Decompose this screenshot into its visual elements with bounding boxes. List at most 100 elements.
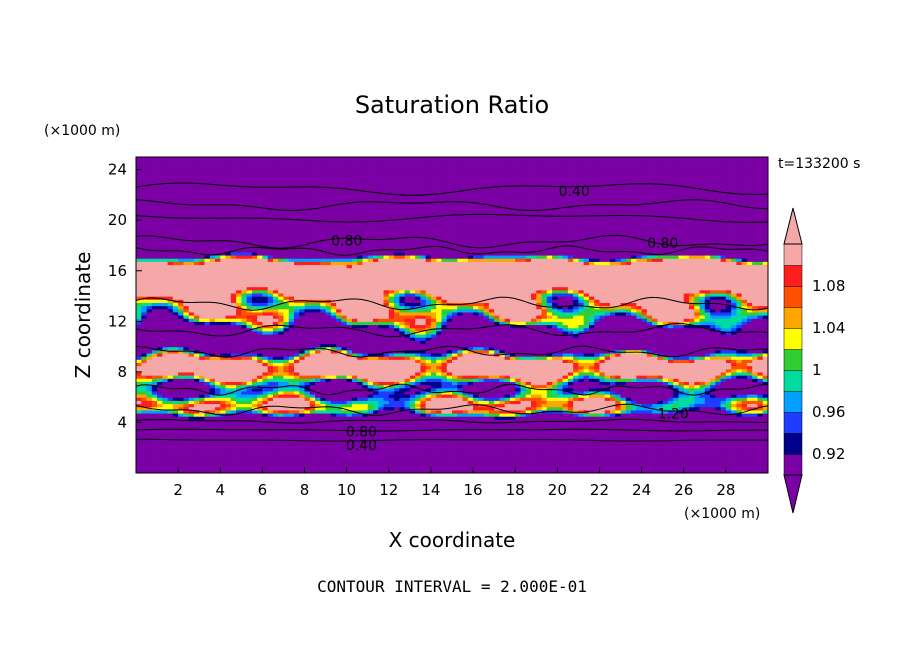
field-cell	[383, 435, 390, 439]
field-cell	[515, 343, 522, 348]
field-cell	[588, 457, 595, 461]
field-cell	[362, 397, 369, 401]
field-cell	[552, 425, 558, 430]
field-cell	[699, 457, 706, 461]
field-cell	[399, 466, 406, 471]
field-cell	[157, 447, 163, 452]
field-cell	[588, 381, 595, 386]
field-cell	[383, 422, 390, 427]
field-cell	[220, 356, 227, 360]
field-cell	[446, 409, 453, 414]
field-cell	[731, 362, 737, 367]
field-cell	[525, 447, 532, 452]
field-cell	[272, 362, 279, 367]
field-cell	[425, 460, 432, 465]
field-cell	[436, 381, 443, 386]
field-cell	[162, 416, 169, 420]
field-cell	[430, 457, 437, 461]
field-cell	[404, 409, 411, 414]
field-cell	[320, 381, 327, 386]
field-cell	[483, 457, 490, 461]
field-cell	[178, 346, 184, 351]
field-cell	[394, 390, 400, 395]
field-cell	[299, 387, 306, 392]
field-cell	[725, 431, 732, 436]
field-cell	[578, 400, 585, 405]
field-cell	[357, 416, 364, 420]
field-cell	[220, 371, 227, 376]
field-cell	[199, 400, 206, 405]
field-cell	[415, 343, 421, 348]
field-cell	[667, 359, 674, 363]
field-cell	[710, 457, 716, 461]
field-cell	[420, 403, 427, 408]
field-cell	[167, 340, 174, 345]
field-cell	[483, 469, 490, 473]
field-cell	[399, 365, 406, 370]
field-cell	[336, 356, 342, 360]
field-cell	[483, 406, 490, 411]
field-cell	[246, 444, 253, 449]
field-cell	[404, 463, 411, 468]
field-cell	[610, 450, 616, 455]
field-cell	[641, 403, 648, 408]
field-cell	[462, 422, 469, 427]
field-cell	[541, 438, 548, 442]
field-cell	[251, 390, 258, 395]
field-cell	[399, 431, 406, 436]
field-cell	[567, 394, 574, 398]
field-cell	[404, 375, 411, 379]
field-cell	[167, 359, 174, 363]
field-cell	[299, 362, 306, 367]
field-cell	[167, 368, 174, 373]
field-cell	[452, 343, 458, 348]
field-cell	[752, 352, 759, 357]
field-cell	[557, 406, 564, 411]
field-cell	[646, 469, 653, 473]
field-cell	[346, 400, 353, 405]
field-cell	[151, 340, 158, 345]
field-cell	[689, 381, 695, 386]
field-cell	[699, 454, 706, 458]
field-cell	[178, 371, 184, 376]
field-cell	[162, 371, 169, 376]
field-cell	[341, 356, 348, 360]
field-cell	[399, 457, 406, 461]
field-cell	[157, 441, 163, 446]
field-cell	[225, 340, 232, 345]
field-cell	[715, 378, 722, 382]
field-cell	[731, 349, 737, 354]
field-cell	[394, 375, 400, 379]
field-cell	[325, 400, 332, 405]
field-cell	[288, 346, 295, 351]
field-cell	[225, 390, 232, 395]
field-cell	[236, 346, 242, 351]
field-cell	[604, 397, 611, 401]
field-cell	[541, 375, 548, 379]
field-cell	[631, 416, 637, 420]
field-cell	[251, 368, 258, 373]
field-cell	[262, 387, 269, 392]
field-cell	[673, 400, 680, 405]
field-cell	[725, 390, 732, 395]
field-cell	[625, 460, 632, 465]
field-cell	[178, 412, 184, 417]
field-cell	[299, 469, 306, 473]
field-cell	[388, 346, 395, 351]
field-cell	[409, 387, 416, 392]
field-cell	[757, 384, 764, 389]
field-cell	[193, 406, 200, 411]
field-cell	[367, 431, 374, 436]
field-cell	[636, 466, 643, 471]
field-cell	[378, 368, 385, 373]
field-cell	[457, 416, 464, 420]
field-cell	[199, 394, 206, 398]
field-cell	[141, 403, 148, 408]
field-cell	[193, 340, 200, 345]
field-cell	[262, 463, 269, 468]
field-cell	[262, 406, 269, 411]
field-cell	[409, 422, 416, 427]
field-cell	[172, 356, 179, 360]
field-cell	[162, 400, 169, 405]
field-cell	[157, 416, 163, 420]
